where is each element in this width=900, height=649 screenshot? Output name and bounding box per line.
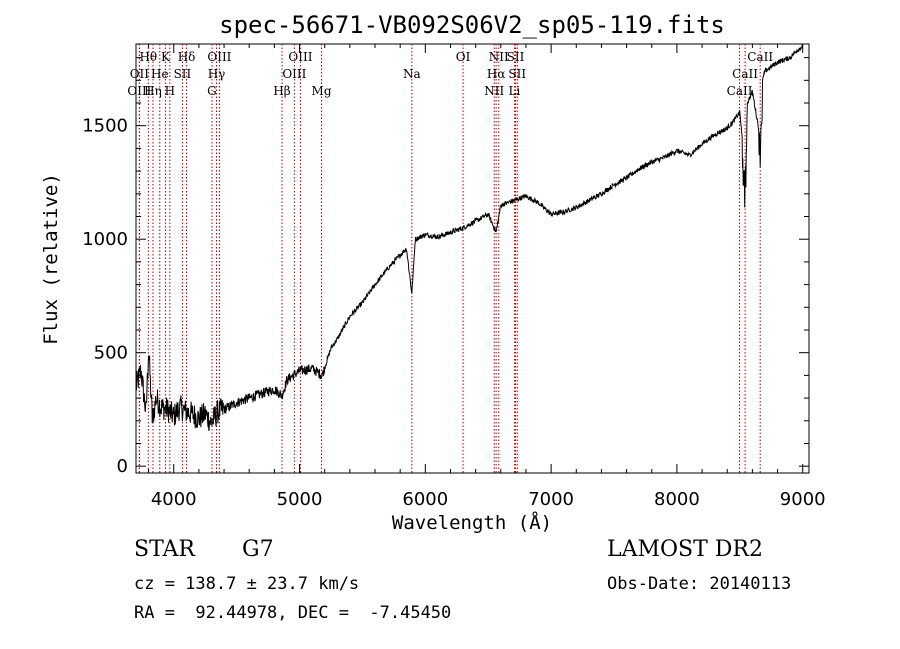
x-tick-label: 7000: [528, 489, 574, 510]
reference-lines: [138, 44, 761, 473]
reference-line-labels: Hθ OII OIII K He Hη SII H Hδ OIII Hγ G Hβ OIII OIII Mg N…: [127, 50, 773, 98]
spectrum-line: [135, 44, 803, 432]
y-axis-ticks: 0 500 1000 1500: [82, 57, 809, 477]
reference-line-label: OI: [456, 50, 471, 64]
reference-line-label: Hβ: [273, 84, 290, 98]
chart-title: spec-56671-VB092S06V2_sp05-119.fits: [219, 11, 725, 39]
x-tick-label: 5000: [277, 489, 323, 510]
y-tick-label: 1000: [82, 229, 128, 250]
x-tick-label: 6000: [402, 489, 448, 510]
reference-line-label: Mg: [312, 84, 332, 98]
x-axis-ticks: 4000 5000 6000 7000 8000 9000: [148, 44, 826, 510]
reference-line-label: Li: [508, 84, 520, 98]
reference-line-label: Na: [403, 67, 421, 81]
x-tick-label: 4000: [151, 489, 197, 510]
reference-line-label: Hα: [487, 67, 506, 81]
reference-line-label: CaII: [732, 67, 758, 81]
x-tick-label: 8000: [654, 489, 700, 510]
reference-line-label: Hθ: [139, 50, 157, 64]
reference-line-label: Hη: [144, 84, 162, 98]
reference-line-label: CaII: [727, 84, 753, 98]
reference-line-label: He: [151, 67, 169, 81]
reference-line-label: Hγ: [208, 67, 226, 81]
y-tick-label: 0: [117, 456, 128, 477]
reference-line-label: NII: [489, 50, 509, 64]
reference-line-label: OIII: [282, 67, 306, 81]
x-axis-label: Wavelength (Å): [392, 511, 552, 534]
survey-label: LAMOST DR2: [607, 537, 763, 562]
spectrum-series: [135, 44, 803, 432]
reference-line-label: K: [161, 50, 171, 64]
reference-line-label: OIII: [288, 50, 312, 64]
reference-line-label: H: [165, 84, 175, 98]
reference-line-label: SII: [508, 67, 526, 81]
plot-frame: [135, 43, 810, 474]
reference-line-label: OIII: [127, 84, 151, 98]
y-axis-label: Flux (relative): [40, 173, 62, 345]
reference-line-label: SII: [174, 67, 192, 81]
spectral-subclass: G7: [242, 537, 274, 562]
reference-line-label: CaII: [747, 50, 773, 64]
redshift-velocity: cz = 138.7 ± 23.7 km/s: [134, 574, 360, 594]
y-tick-label: 1500: [82, 116, 128, 137]
reference-line-label: OII: [130, 67, 150, 81]
object-type: STAR: [134, 537, 195, 562]
reference-line-label: G: [207, 84, 217, 98]
reference-line-label: Hδ: [178, 50, 196, 64]
reference-line-label: OIII: [207, 50, 231, 64]
reference-line-label: NII: [484, 84, 504, 98]
reference-line-label: SII: [507, 50, 525, 64]
y-tick-label: 500: [94, 343, 128, 364]
coordinates: RA = 92.44978, DEC = -7.45450: [134, 603, 452, 623]
x-tick-label: 9000: [780, 489, 826, 510]
observation-date: Obs-Date: 20140113: [607, 574, 792, 594]
